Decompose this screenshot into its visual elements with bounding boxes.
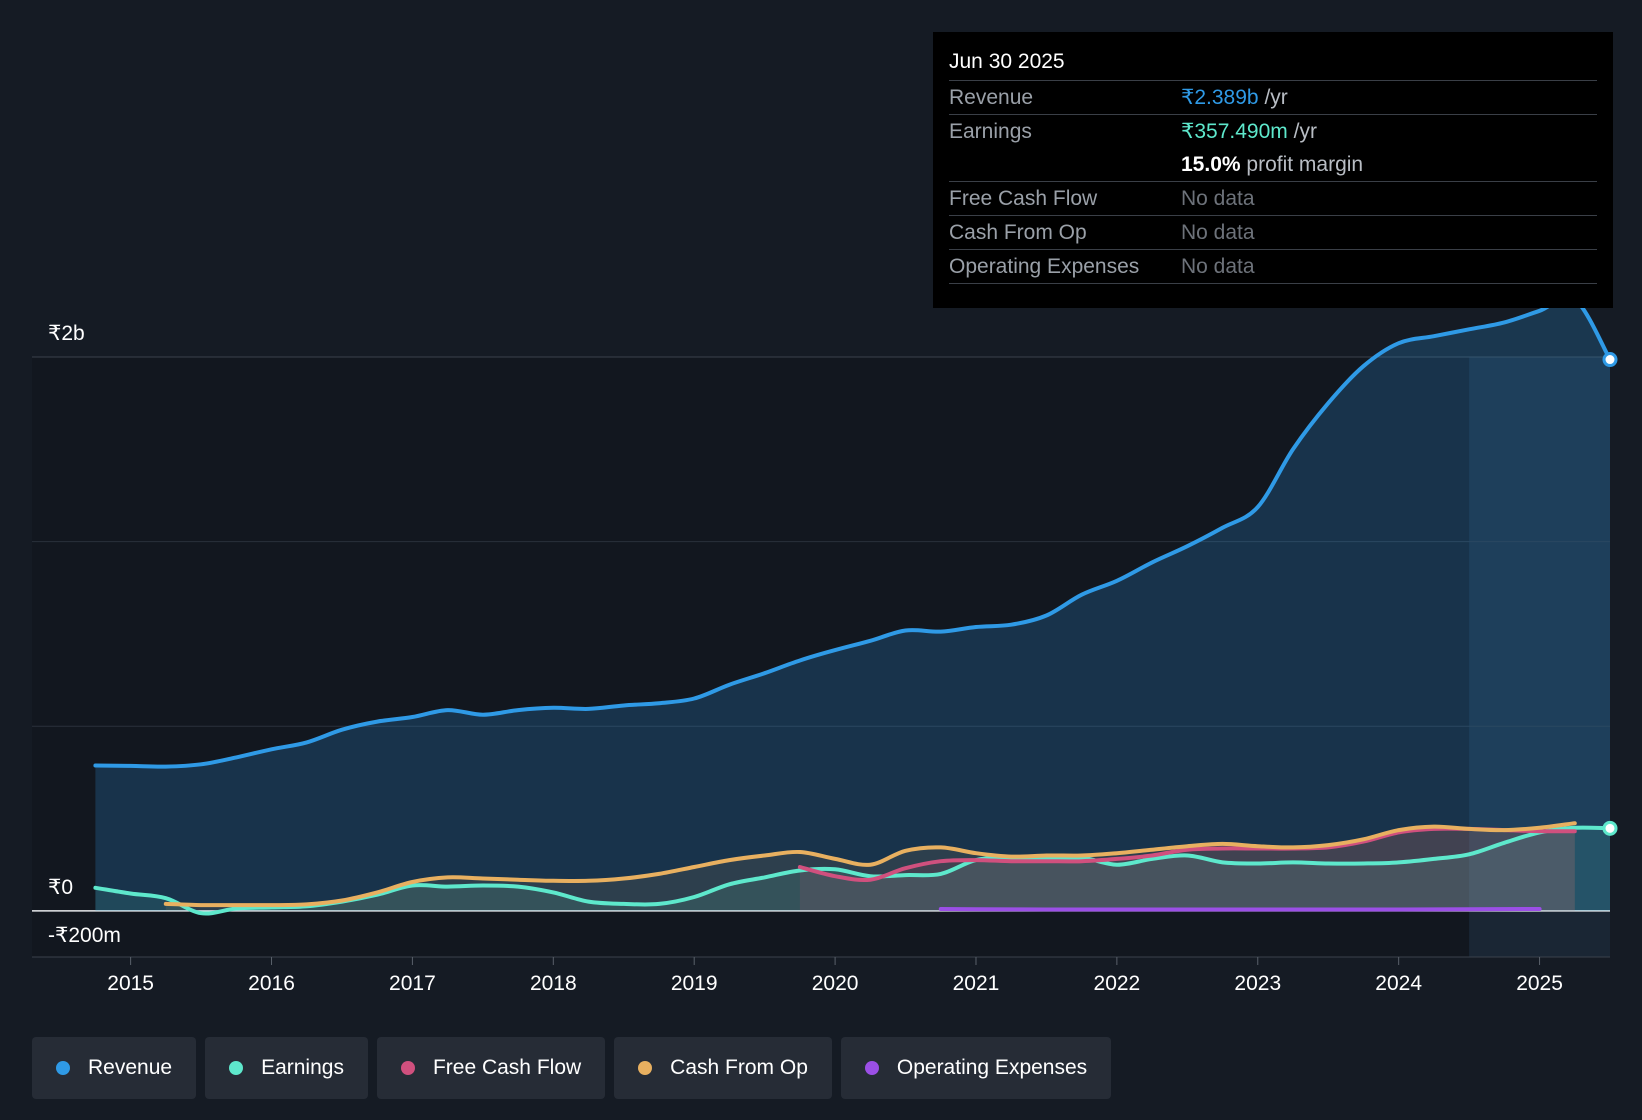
legend-item-free-cash-flow[interactable]: Free Cash Flow <box>376 1037 606 1099</box>
x-tick-label-7: 2022 <box>1094 972 1141 995</box>
tooltip-date: Jun 30 2025 <box>949 46 1597 81</box>
area-revenue <box>95 297 1610 911</box>
legend-label-operating-expenses: Operating Expenses <box>896 1056 1088 1079</box>
x-tick-label-6: 2021 <box>953 972 1000 995</box>
x-tick-label-4: 2019 <box>671 972 718 995</box>
legend-label-earnings: Earnings <box>261 1056 344 1079</box>
tooltip-fcf-row: Free Cash Flow No data <box>949 182 1597 216</box>
area-earnings <box>95 827 1610 914</box>
tooltip-opex-label: Operating Expenses <box>949 255 1140 278</box>
line-cash-from-op <box>163 821 1577 908</box>
line-revenue <box>93 295 1612 769</box>
x-tick-label-9: 2024 <box>1375 972 1422 995</box>
x-tick-label-3: 2018 <box>530 972 577 995</box>
tooltip-fcf-value: No data <box>1181 187 1255 210</box>
chart-legend: Revenue Earnings Free Cash Flow Cash Fro… <box>32 1037 1112 1099</box>
tooltip-opex-row: Operating Expenses No data <box>949 250 1597 284</box>
legend-dot-free-cash-flow <box>400 1061 415 1075</box>
tooltip-cfo-value: No data <box>1181 221 1255 244</box>
y-tick-label-0: ₹2b <box>48 322 85 345</box>
legend-dot-earnings <box>229 1061 244 1075</box>
y-tick-label-2: -₹200m <box>48 924 121 947</box>
data-tooltip: Jun 30 2025 Revenue ₹2.389b /yr Earnings… <box>933 32 1613 308</box>
marker-earnings <box>1602 820 1618 836</box>
tooltip-fcf-label: Free Cash Flow <box>949 187 1098 210</box>
tooltip-earnings-unit: /yr <box>1293 120 1317 143</box>
marker-revenue <box>1602 352 1618 368</box>
tooltip-margin-value: 15.0% <box>1181 153 1241 176</box>
legend-item-cash-from-op[interactable]: Cash From Op <box>614 1037 832 1099</box>
tooltip-opex-value: No data <box>1181 255 1255 278</box>
tooltip-revenue-value: ₹2.389b <box>1181 86 1259 109</box>
x-tick-label-8: 2023 <box>1234 972 1281 995</box>
area-free-cash-flow <box>799 828 1575 911</box>
legend-dot-operating-expenses <box>864 1061 879 1075</box>
legend-label-cash-from-op: Cash From Op <box>670 1056 808 1079</box>
tooltip-cfo-label: Cash From Op <box>949 221 1087 244</box>
tooltip-earnings-label: Earnings <box>949 120 1032 143</box>
tooltip-margin-label: profit margin <box>1246 153 1364 176</box>
tooltip-revenue-row: Revenue ₹2.389b /yr <box>949 81 1597 115</box>
legend-dot-revenue <box>56 1061 70 1075</box>
tooltip-cfo-row: Cash From Op No data <box>949 216 1597 250</box>
legend-item-revenue[interactable]: Revenue <box>32 1037 197 1099</box>
legend-label-free-cash-flow: Free Cash Flow <box>432 1056 582 1079</box>
y-tick-label-1: ₹0 <box>48 876 73 899</box>
x-tick-label-5: 2020 <box>812 972 859 995</box>
legend-dot-cash-from-op <box>638 1061 653 1075</box>
legend-item-earnings[interactable]: Earnings <box>205 1037 368 1099</box>
tooltip-revenue-unit: /yr <box>1264 86 1288 109</box>
tooltip-revenue-label: Revenue <box>949 86 1034 109</box>
legend-label-revenue: Revenue <box>88 1056 173 1079</box>
tooltip-earnings-value: ₹357.490m <box>1181 120 1288 143</box>
tooltip-earnings-row: Earnings ₹357.490m /yr <box>949 115 1597 148</box>
x-tick-label-0: 2015 <box>107 972 154 995</box>
legend-item-operating-expenses[interactable]: Operating Expenses <box>840 1037 1112 1099</box>
x-tick-label-1: 2016 <box>248 972 295 995</box>
x-tick-label-10: 2025 <box>1516 972 1563 995</box>
recent-period-highlight <box>1469 357 1610 957</box>
line-operating-expenses <box>938 907 1542 912</box>
x-tick-label-2: 2017 <box>389 972 436 995</box>
tooltip-margin-row: 15.0% profit margin <box>949 148 1597 182</box>
